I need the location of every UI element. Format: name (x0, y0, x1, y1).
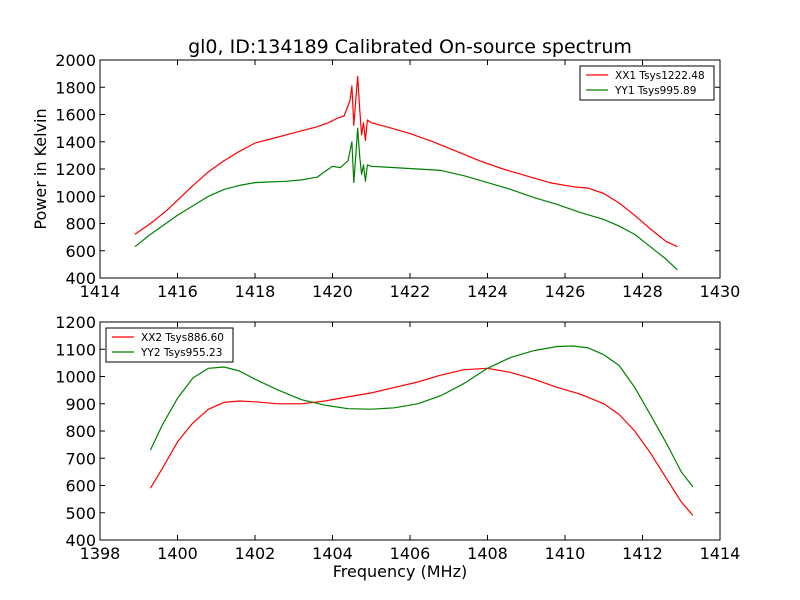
y-tick-label: 500 (65, 504, 96, 523)
y-tick-label: 600 (65, 477, 96, 496)
y-tick-label: 1000 (55, 187, 96, 206)
y-tick-label: 1000 (55, 368, 96, 387)
x-tick-label: 1406 (390, 544, 431, 563)
legend-entry: XX2 Tsys886.60 (141, 332, 224, 344)
x-tick-label: 1424 (467, 282, 508, 301)
x-tick-label: 1428 (622, 282, 663, 301)
y-tick-label: 400 (65, 269, 96, 288)
x-tick-label: 1420 (312, 282, 353, 301)
y-tick-label: 400 (65, 531, 96, 550)
x-tick-label: 1418 (235, 282, 276, 301)
legend-box (105, 327, 234, 363)
y-tick-label: 1200 (55, 313, 96, 332)
x-tick-label: 1412 (622, 544, 663, 563)
legend-box (579, 65, 715, 101)
x-tick-label: 1422 (390, 282, 431, 301)
x-tick-label: 1400 (157, 544, 198, 563)
x-axis-label: Frequency (MHz) (333, 562, 467, 581)
y-tick-label: 700 (65, 449, 96, 468)
y-tick-label: 1800 (55, 78, 96, 97)
legend-entry: XX1 Tsys1222.48 (615, 70, 705, 82)
x-tick-label: 1398 (80, 544, 121, 563)
y-axis-label: Power in Kelvin (31, 108, 50, 229)
x-tick-label: 1410 (545, 544, 586, 563)
y-tick-label: 800 (65, 215, 96, 234)
x-tick-label: 1414 (80, 282, 121, 301)
y-tick-label: 2000 (55, 51, 96, 70)
series-line-yy2 (149, 345, 694, 488)
y-tick-label: 900 (65, 395, 96, 414)
series-line-yy1 (134, 127, 678, 271)
y-tick-label: 800 (65, 422, 96, 441)
x-tick-label: 1416 (157, 282, 198, 301)
x-tick-label: 1430 (700, 282, 741, 301)
x-tick-label: 1426 (545, 282, 586, 301)
legend: XX1 Tsys1222.48 YY1 Tsys995.89 (579, 65, 715, 101)
x-tick-label: 1408 (467, 544, 508, 563)
legend-entry: YY1 Tsys995.89 (614, 85, 696, 97)
y-tick-label: 1200 (55, 160, 96, 179)
series-line-xx2 (149, 367, 694, 516)
chart-title: gl0, ID:134189 Calibrated On-source spec… (188, 36, 632, 58)
x-tick-label: 1402 (235, 544, 276, 563)
legend-entry: YY2 Tsys955.23 (140, 347, 222, 359)
y-tick-label: 1400 (55, 133, 96, 152)
x-tick-label: 1404 (312, 544, 353, 563)
legend: XX2 Tsys886.60 YY2 Tsys955.23 (105, 327, 234, 363)
series-line-xx1 (134, 75, 678, 248)
x-tick-label: 1414 (700, 544, 741, 563)
bottom-subplot: 1398 1400 1402 1404 1406 1408 1410 1412 1414 400 5… (55, 313, 740, 581)
y-tick-label: 600 (65, 242, 96, 261)
y-tick-label: 1100 (55, 340, 96, 359)
top-subplot: 1414 1416 1418 1420 1422 1424 1426 1428 1430 400 6… (31, 51, 740, 301)
y-tick-label: 1600 (55, 106, 96, 125)
